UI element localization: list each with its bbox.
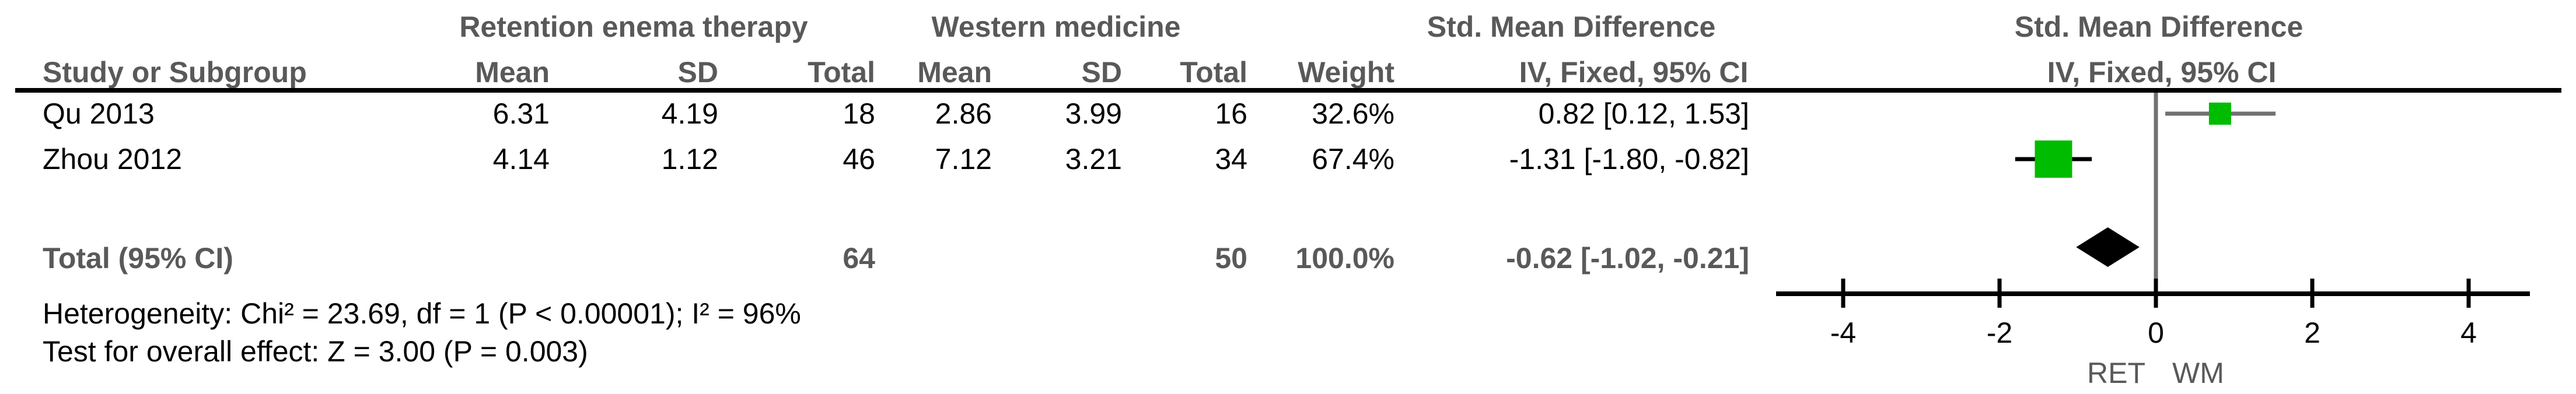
col-iv-fixed-ci-text: IV, Fixed, 95% CI xyxy=(1519,56,1749,89)
sd-1: 4.19 xyxy=(661,97,718,130)
axis-tick-label: 4 xyxy=(2460,316,2477,349)
mean-1: 6.31 xyxy=(492,97,550,130)
col-total-2: Total xyxy=(1180,56,1247,89)
axis-tick-label: 0 xyxy=(2148,316,2164,349)
col-study-or-subgroup: Study or Subgroup xyxy=(43,56,307,89)
total-1: 18 xyxy=(843,97,875,130)
total-smd-ci-value: -0.62 [-1.02, -0.21] xyxy=(1506,242,1749,275)
mean-2: 7.12 xyxy=(935,143,992,175)
effect-square xyxy=(2208,103,2231,125)
total-weight: 100.0% xyxy=(1295,242,1394,275)
axis-tick xyxy=(1841,279,1846,308)
overall-effect-row: Test for overall effect: Z = 3.00 (P = 0… xyxy=(0,334,2576,369)
axis-tick xyxy=(1997,279,2002,308)
total-2: 34 xyxy=(1215,143,1247,175)
axis-group-label-right: WM xyxy=(2172,357,2224,389)
total-row: Total (95% CI) 64 50 100.0% -0.62 [-1.02… xyxy=(0,241,2576,276)
header-underline xyxy=(15,88,2561,93)
sd-2: 3.99 xyxy=(1065,97,1122,130)
x-axis-line xyxy=(1776,291,2530,296)
heterogeneity-text: Heterogeneity: Chi² = 23.69, df = 1 (P <… xyxy=(43,297,801,330)
heterogeneity-row: Heterogeneity: Chi² = 23.69, df = 1 (P <… xyxy=(0,296,2576,331)
study-row-qu-2013: Qu 2013 6.31 4.19 18 2.86 3.99 16 32.6% … xyxy=(0,96,2576,131)
col-sd-1: SD xyxy=(677,56,718,89)
weight: 32.6% xyxy=(1312,97,1394,130)
weight: 67.4% xyxy=(1312,143,1394,175)
total-n-2: 50 xyxy=(1215,242,1247,275)
column-header-row: Study or Subgroup Mean SD Total Mean SD … xyxy=(0,55,2576,90)
axis-tick xyxy=(2154,279,2158,308)
group-header-experimental: Retention enema therapy xyxy=(459,10,808,43)
group-header-row: Retention enema therapy Western medicine… xyxy=(0,9,2576,44)
col-mean-2: Mean xyxy=(917,56,992,89)
group-header-smd-plot: Std. Mean Difference xyxy=(2014,10,2304,43)
effect-square xyxy=(2035,140,2072,178)
sd-2: 3.21 xyxy=(1065,143,1122,175)
axis-tick xyxy=(2466,279,2471,308)
total-1: 46 xyxy=(843,143,875,175)
study-name: Zhou 2012 xyxy=(43,143,183,175)
axis-tick xyxy=(2310,279,2315,308)
axis-tick-label: -4 xyxy=(1830,316,1856,349)
study-name: Qu 2013 xyxy=(43,97,155,130)
axis-tick-label: -2 xyxy=(1987,316,2012,349)
study-row-zhou-2012: Zhou 2012 4.14 1.12 46 7.12 3.21 34 67.4… xyxy=(0,142,2576,177)
col-weight: Weight xyxy=(1298,56,1394,89)
overall-effect-text: Test for overall effect: Z = 3.00 (P = 0… xyxy=(43,335,588,368)
zero-line xyxy=(2154,93,2158,280)
group-header-smd-text: Std. Mean Difference xyxy=(1427,10,1716,43)
total-label: Total (95% CI) xyxy=(43,242,233,275)
mean-2: 2.86 xyxy=(935,97,992,130)
sd-1: 1.12 xyxy=(661,143,718,175)
group-header-control: Western medicine xyxy=(931,10,1181,43)
col-total-1: Total xyxy=(808,56,875,89)
total-2: 16 xyxy=(1215,97,1247,130)
smd-ci-value: -1.31 [-1.80, -0.82] xyxy=(1509,143,1749,175)
col-iv-fixed-ci-plot: IV, Fixed, 95% CI xyxy=(2047,56,2277,89)
axis-tick-label: 2 xyxy=(2304,316,2320,349)
smd-ci-value: 0.82 [0.12, 1.53] xyxy=(1538,97,1749,130)
axis-group-label-left: RET xyxy=(2087,357,2145,389)
col-sd-2: SD xyxy=(1081,56,1122,89)
total-n-1: 64 xyxy=(843,242,875,275)
col-mean-1: Mean xyxy=(475,56,550,89)
summary-diamond xyxy=(2076,227,2140,267)
mean-1: 4.14 xyxy=(492,143,550,175)
